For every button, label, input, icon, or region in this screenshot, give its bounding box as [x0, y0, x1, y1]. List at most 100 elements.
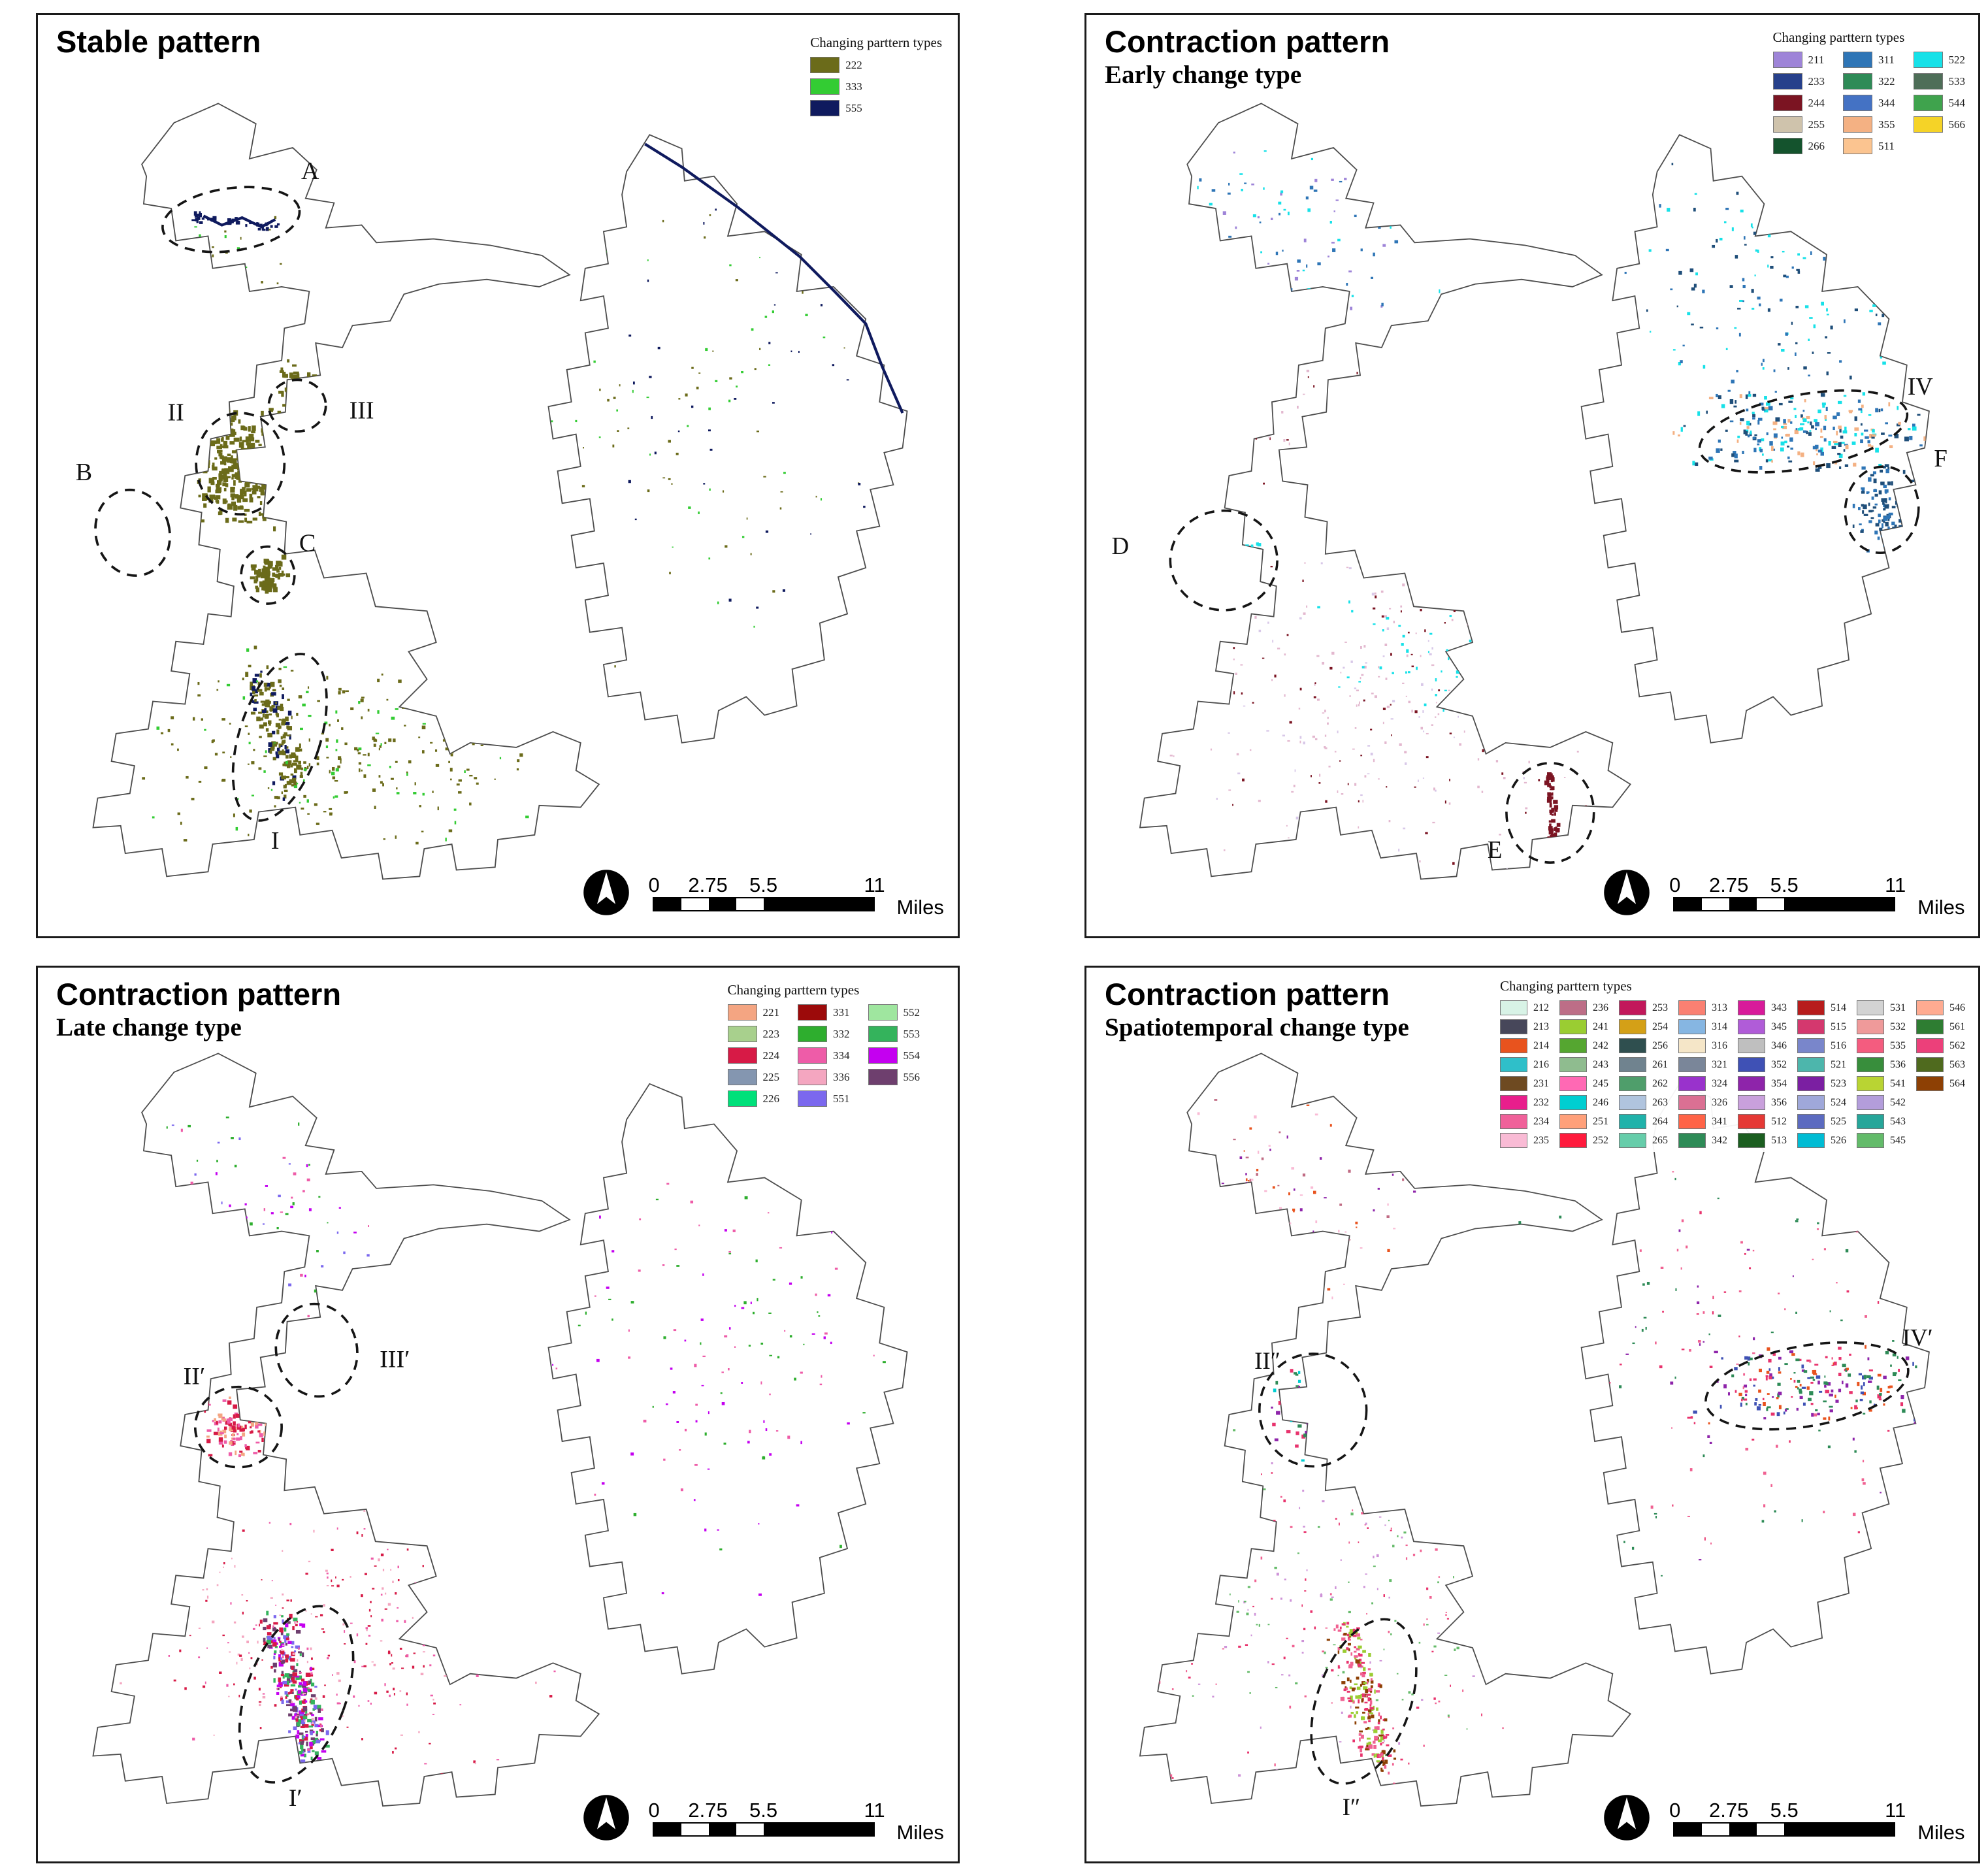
legend-code: 563: [1949, 1058, 1965, 1070]
legend-entry-265: 265: [1619, 1133, 1668, 1148]
legend-entry-345: 345: [1738, 1019, 1787, 1034]
legend-code: 264: [1652, 1115, 1668, 1127]
legend-code: 345: [1771, 1021, 1787, 1032]
legend-swatch-523: [1797, 1076, 1825, 1091]
legend-code: 516: [1831, 1039, 1846, 1051]
legend-code: 521: [1831, 1058, 1846, 1070]
legend-entry-232: 232: [1500, 1095, 1549, 1110]
annotation-ellipse-IV: [1698, 389, 1909, 474]
legend-code: 535: [1890, 1039, 1906, 1051]
legend-code: 544: [1948, 96, 1966, 109]
legend-swatch-341: [1678, 1114, 1706, 1129]
legend-swatch-566: [1913, 116, 1943, 133]
legend-swatch-345: [1738, 1019, 1765, 1034]
legend-entry-212: 212: [1500, 1000, 1549, 1015]
legend-code: 525: [1831, 1115, 1846, 1127]
legend-swatch-246: [1559, 1095, 1587, 1110]
legend-code: 354: [1771, 1077, 1787, 1089]
map-outline-west-region: [92, 103, 600, 880]
legend-entry-262: 262: [1619, 1076, 1668, 1091]
legend-code: 231: [1533, 1077, 1549, 1089]
panel-header: Contraction pattern Spatiotemporal chang…: [1105, 978, 1409, 1042]
legend-code: 211: [1808, 53, 1825, 66]
legend-code: 333: [845, 80, 862, 93]
legend-entry-321: 321: [1678, 1057, 1727, 1072]
scale-segment: [708, 1824, 736, 1835]
legend-swatch-244: [1772, 95, 1802, 111]
scale-label-3: 11: [864, 874, 885, 896]
legend-swatch-551: [798, 1090, 827, 1107]
legend-code: 216: [1533, 1058, 1549, 1070]
legend-entry-554: 554: [868, 1047, 920, 1064]
legend-entry-561: 561: [1916, 1019, 1965, 1034]
legend-swatch-512: [1738, 1114, 1765, 1129]
legend-swatch-556: [868, 1069, 898, 1085]
legend-code: 532: [1890, 1021, 1906, 1032]
legend-entry-222: 222: [810, 57, 942, 73]
legend-code: 314: [1712, 1021, 1727, 1032]
legend-swatch-332: [798, 1026, 827, 1042]
legend-entry-214: 214: [1500, 1038, 1549, 1053]
legend-entry-552: 552: [868, 1004, 920, 1021]
legend-entry-221: 221: [727, 1004, 779, 1021]
legend-entry-264: 264: [1619, 1114, 1668, 1129]
legend-entry-354: 354: [1738, 1076, 1787, 1091]
north-arrow-icon: [583, 1795, 629, 1841]
legend-swatch-245: [1559, 1076, 1587, 1091]
legend-entry-341: 341: [1678, 1114, 1727, 1129]
map: II″ IV′ I″: [1139, 1053, 1933, 1820]
annotation-label-B: B: [76, 459, 92, 486]
legend-code: 321: [1712, 1058, 1727, 1070]
legend-entry-533: 533: [1913, 73, 1965, 90]
map-outline-west-region: [1139, 103, 1631, 880]
map: IV F D E: [1112, 103, 1947, 880]
scale-segment: [1674, 898, 1703, 910]
legend-code: 542: [1890, 1096, 1906, 1108]
scale-label-0: 0: [1669, 1799, 1681, 1822]
map-outline-east-region: [1580, 1083, 1930, 1675]
scale-labels: 0 2.75 5.5 11: [649, 874, 885, 897]
scale-label-3: 11: [1885, 874, 1906, 896]
legend-code: 326: [1712, 1096, 1727, 1108]
legend-code: 222: [845, 58, 862, 71]
legend-swatch-336: [798, 1069, 827, 1085]
scale-label-0: 0: [1669, 874, 1681, 896]
map-feature-line: [644, 142, 904, 414]
map-outline-west-region: [1139, 1053, 1631, 1807]
legend-code: 253: [1652, 1002, 1668, 1013]
panel-subtitle: Early change type: [1105, 61, 1302, 90]
annotation-label-III: III: [350, 397, 374, 425]
legend-swatch-254: [1619, 1019, 1646, 1034]
legend-swatch-232: [1500, 1095, 1527, 1110]
panel-title: Contraction pattern: [56, 977, 342, 1011]
legend-swatch-545: [1857, 1133, 1884, 1148]
legend-entry-266: 266: [1772, 138, 1825, 154]
scale-bar: 0 2.75 5.5 11: [649, 874, 885, 911]
legend-swatch-253: [1619, 1000, 1646, 1015]
legend-code: 213: [1533, 1021, 1549, 1032]
annotation-ellipse-II″: [1258, 1352, 1368, 1468]
scale-segment: [1729, 1824, 1757, 1835]
legend-code: 243: [1593, 1058, 1608, 1070]
legend-swatch-564: [1916, 1076, 1944, 1091]
legend-swatch-333: [810, 78, 840, 95]
legend-code: 331: [833, 1006, 850, 1019]
legend-code: 235: [1533, 1134, 1549, 1146]
map-outline-east-region: [547, 1083, 908, 1675]
panel-header: Contraction pattern Early change type: [1105, 25, 1390, 90]
legend-swatch-256: [1619, 1038, 1646, 1053]
scale-bar-track: [652, 1822, 875, 1837]
legend-code: 233: [1808, 74, 1825, 88]
scale-label-0: 0: [648, 1799, 660, 1822]
legend-code: 255: [1808, 118, 1825, 131]
scale-segment: [1757, 1824, 1785, 1835]
legend-title: Changing parttern types: [1772, 29, 1905, 45]
map-footer: 0 2.75 5.5 11 Miles: [1603, 1793, 1965, 1844]
legend-swatch-225: [727, 1069, 757, 1085]
legend-entry-322: 322: [1843, 73, 1895, 90]
panel-subtitle: Spatiotemporal change type: [1105, 1013, 1409, 1042]
legend-entry-216: 216: [1500, 1057, 1549, 1072]
annotation-label-II′: II′: [184, 1364, 206, 1390]
legend-swatch-553: [868, 1026, 898, 1042]
annotation-ellipse-III: [267, 378, 327, 433]
